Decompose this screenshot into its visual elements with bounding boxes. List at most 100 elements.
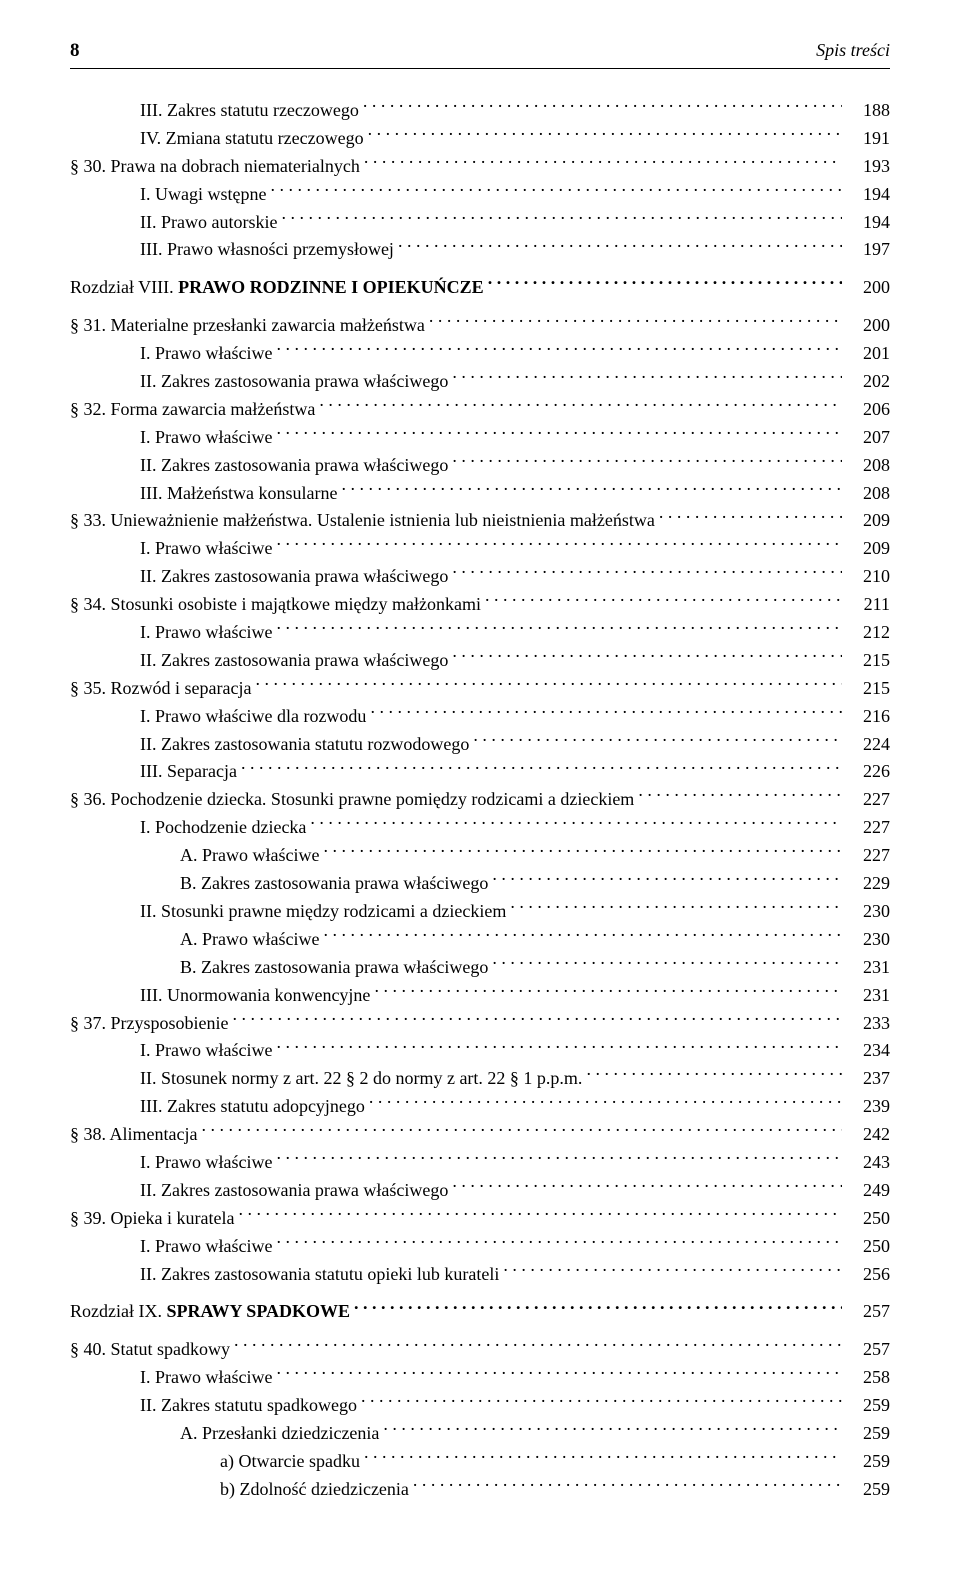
toc-page-number: 259 bbox=[846, 1420, 890, 1448]
toc-label: II. Zakres zastosowania prawa właściwego bbox=[140, 1177, 448, 1205]
toc-leader bbox=[201, 1122, 842, 1140]
toc-page-number: 227 bbox=[846, 842, 890, 870]
toc-leader bbox=[374, 983, 842, 1001]
toc-leader bbox=[488, 275, 842, 293]
toc-row: § 31. Materialne przesłanki zawarcia mał… bbox=[70, 312, 890, 340]
toc-row: II. Prawo autorskie 194 bbox=[70, 209, 890, 237]
toc-label: II. Prawo autorskie bbox=[140, 209, 277, 237]
toc-row: III. Zakres statutu adopcyjnego239 bbox=[70, 1093, 890, 1121]
toc-page-number: 250 bbox=[846, 1205, 890, 1233]
toc-label: § 40. Statut spadkowy bbox=[70, 1336, 230, 1364]
toc-page-number: 212 bbox=[846, 619, 890, 647]
toc-label: II. Zakres zastosowania prawa właściwego bbox=[140, 563, 448, 591]
toc-label: B. Zakres zastosowania prawa właściwego bbox=[180, 954, 488, 982]
toc-leader bbox=[276, 1038, 842, 1056]
toc-page-number: 200 bbox=[846, 312, 890, 340]
toc-row: II. Stosunki prawne między rodzicami a d… bbox=[70, 898, 890, 926]
toc-page-number: 206 bbox=[846, 396, 890, 424]
toc-page-number: 227 bbox=[846, 814, 890, 842]
toc-page-number: 258 bbox=[846, 1364, 890, 1392]
toc-label: III. Unormowania konwencyjne bbox=[140, 982, 370, 1010]
toc-page-number: 250 bbox=[846, 1233, 890, 1261]
toc-leader bbox=[659, 508, 842, 526]
toc-row: III. Prawo własności przemysłowej197 bbox=[70, 236, 890, 264]
toc-row: I. Prawo właściwe 212 bbox=[70, 619, 890, 647]
toc-page-number: 191 bbox=[846, 125, 890, 153]
toc-leader bbox=[234, 1337, 842, 1355]
toc-leader bbox=[364, 154, 842, 172]
toc-leader bbox=[276, 620, 842, 638]
toc-page-number: 249 bbox=[846, 1177, 890, 1205]
toc-chapter-title: PRAWO RODZINNE I OPIEKUŃCZE bbox=[178, 277, 484, 297]
toc-leader bbox=[276, 1365, 842, 1383]
toc-row: I. Prawo właściwe dla rozwodu216 bbox=[70, 703, 890, 731]
toc-chapter-row: Rozdział VIII. PRAWO RODZINNE I OPIEKUŃC… bbox=[70, 274, 890, 302]
toc-label: Rozdział VIII. PRAWO RODZINNE I OPIEKUŃC… bbox=[70, 274, 484, 302]
toc-row: § 33. Unieważnienie małżeństwa. Ustaleni… bbox=[70, 507, 890, 535]
toc-row: IV. Zmiana statutu rzeczowego191 bbox=[70, 125, 890, 153]
toc-label: § 34. Stosunki osobiste i majątkowe międ… bbox=[70, 591, 481, 619]
toc-chapter-title: SPRAWY SPADKOWE bbox=[166, 1301, 350, 1321]
toc-leader bbox=[638, 787, 842, 805]
toc-label: § 37. Przysposobienie bbox=[70, 1010, 228, 1038]
toc-page-number: 207 bbox=[846, 424, 890, 452]
toc-leader bbox=[413, 1477, 842, 1495]
running-title: Spis treści bbox=[816, 40, 890, 61]
page-number: 8 bbox=[70, 40, 80, 62]
toc-page-number: 224 bbox=[846, 731, 890, 759]
toc-page-number: 226 bbox=[846, 758, 890, 786]
toc-row: II. Zakres zastosowania statutu opieki l… bbox=[70, 1261, 890, 1289]
toc-leader bbox=[276, 341, 842, 359]
toc-label: Rozdział IX. SPRAWY SPADKOWE bbox=[70, 1298, 350, 1326]
toc-label: a) Otwarcie spadku bbox=[220, 1448, 360, 1476]
toc-page-number: 200 bbox=[846, 274, 890, 302]
toc-label: A. Przesłanki dziedziczenia bbox=[180, 1420, 379, 1448]
toc-row: I. Prawo właściwe234 bbox=[70, 1037, 890, 1065]
toc-row: III. Małżeństwa konsularne208 bbox=[70, 480, 890, 508]
toc-label: III. Zakres statutu adopcyjnego bbox=[140, 1093, 365, 1121]
toc-row: III. Unormowania konwencyjne231 bbox=[70, 982, 890, 1010]
toc-row: III. Zakres statutu rzeczowego188 bbox=[70, 97, 890, 125]
toc-leader bbox=[452, 564, 842, 582]
toc-page-number: 215 bbox=[846, 675, 890, 703]
toc-row: II. Zakres zastosowania prawa właściwego… bbox=[70, 1177, 890, 1205]
toc-leader bbox=[341, 481, 842, 499]
toc-label: II. Zakres zastosowania prawa właściwego bbox=[140, 368, 448, 396]
toc-row: I. Uwagi wstępne194 bbox=[70, 181, 890, 209]
toc-leader bbox=[586, 1066, 842, 1084]
toc-page-number: 229 bbox=[846, 870, 890, 898]
toc-label: I. Prawo właściwe bbox=[140, 1149, 272, 1177]
toc-leader bbox=[319, 397, 842, 415]
toc-label: II. Zakres zastosowania statutu opieki l… bbox=[140, 1261, 499, 1289]
toc-row: § 34. Stosunki osobiste i majątkowe międ… bbox=[70, 591, 890, 619]
toc-page-number: 243 bbox=[846, 1149, 890, 1177]
toc-label: A. Prawo właściwe bbox=[180, 842, 319, 870]
toc-page-number: 257 bbox=[846, 1336, 890, 1364]
toc-row: a) Otwarcie spadku259 bbox=[70, 1448, 890, 1476]
toc-row: I. Prawo właściwe201 bbox=[70, 340, 890, 368]
toc-row: II. Zakres zastosowania prawa właściwego… bbox=[70, 647, 890, 675]
toc-label: I. Prawo właściwe bbox=[140, 619, 272, 647]
toc-row: III. Separacja226 bbox=[70, 758, 890, 786]
toc-leader bbox=[370, 704, 842, 722]
toc-label: III. Zakres statutu rzeczowego bbox=[140, 97, 359, 125]
toc-label: § 32. Forma zawarcia małżeństwa bbox=[70, 396, 315, 424]
toc-leader bbox=[310, 815, 842, 833]
toc-row: B. Zakres zastosowania prawa właściwego2… bbox=[70, 870, 890, 898]
toc-page-number: 194 bbox=[846, 209, 890, 237]
toc-chapter-prefix: Rozdział VIII. bbox=[70, 277, 178, 297]
toc-label: § 33. Unieważnienie małżeństwa. Ustaleni… bbox=[70, 507, 655, 535]
toc-row: § 36. Pochodzenie dziecka. Stosunki praw… bbox=[70, 786, 890, 814]
toc-label: II. Stosunki prawne między rodzicami a d… bbox=[140, 898, 506, 926]
toc-chapter-row: Rozdział IX. SPRAWY SPADKOWE257 bbox=[70, 1298, 890, 1326]
table-of-contents: III. Zakres statutu rzeczowego188IV. Zmi… bbox=[70, 97, 890, 1504]
toc-leader bbox=[510, 899, 842, 917]
toc-label: I. Prawo właściwe bbox=[140, 1364, 272, 1392]
toc-leader bbox=[452, 648, 842, 666]
toc-row: I. Prawo właściwe 243 bbox=[70, 1149, 890, 1177]
toc-label: III. Prawo własności przemysłowej bbox=[140, 236, 394, 264]
toc-label: II. Zakres zastosowania prawa właściwego bbox=[140, 647, 448, 675]
toc-leader bbox=[270, 182, 842, 200]
toc-leader bbox=[276, 536, 842, 554]
toc-leader bbox=[363, 98, 842, 116]
